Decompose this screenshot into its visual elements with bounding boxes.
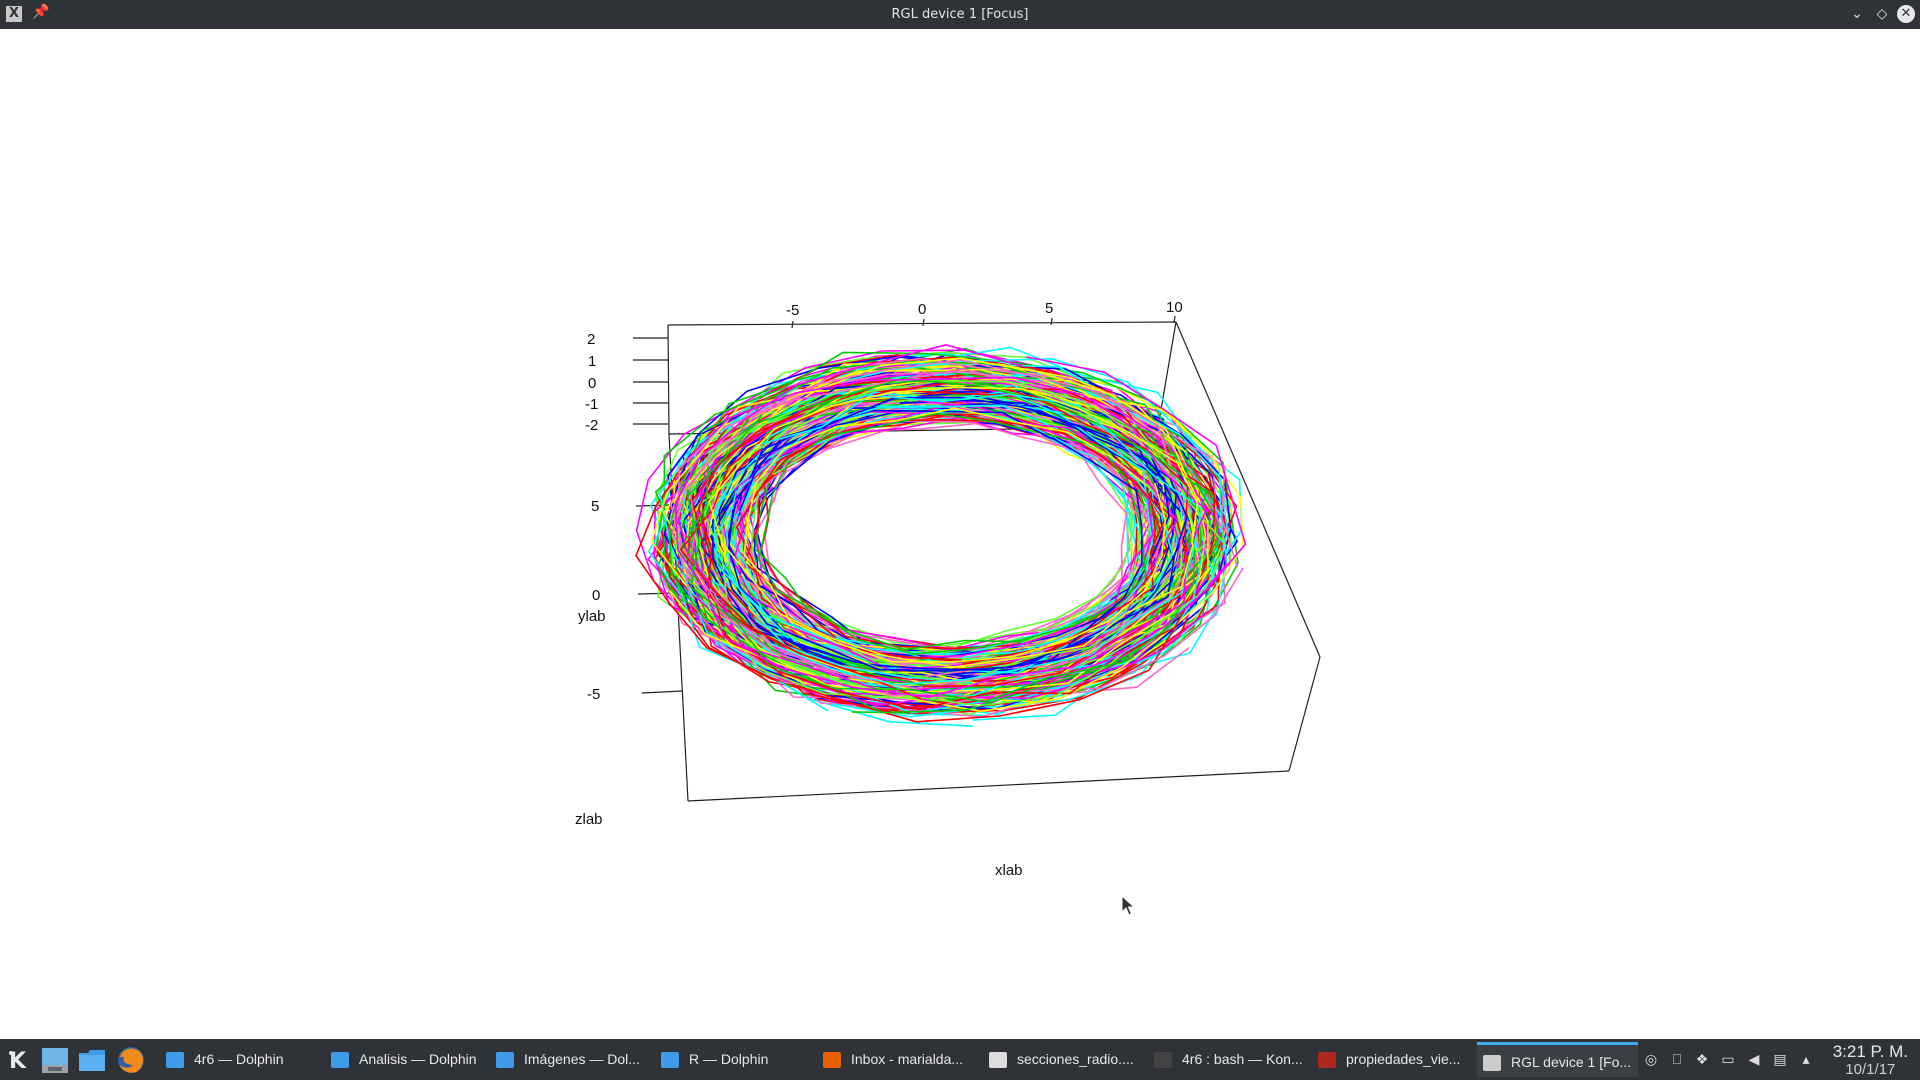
axis-tick bbox=[635, 504, 673, 507]
taskbar-task-label: Inbox - marialda... bbox=[851, 1051, 964, 1067]
box-edge bbox=[667, 324, 670, 435]
z-tick-label: 0 bbox=[588, 375, 597, 392]
line-series bbox=[724, 408, 1144, 657]
y-tick-label: 5 bbox=[591, 498, 600, 515]
clipboard-icon[interactable]: ▤ bbox=[1773, 1051, 1787, 1067]
usb-icon[interactable]: ⎕ bbox=[1672, 1051, 1682, 1067]
taskbar-task[interactable]: 4r6 — Dolphin bbox=[160, 1042, 326, 1077]
document-icon bbox=[989, 1052, 1007, 1069]
3d-plot[interactable] bbox=[0, 29, 1920, 1039]
terminal-icon bbox=[1154, 1052, 1172, 1069]
dropbox-icon[interactable]: ❖ bbox=[1695, 1051, 1709, 1067]
line-series bbox=[757, 412, 1147, 656]
firefox-icon bbox=[823, 1052, 841, 1069]
y-tick-label: -5 bbox=[587, 686, 601, 703]
display-icon[interactable]: ▭ bbox=[1721, 1051, 1735, 1067]
y-tick-label: 0 bbox=[592, 587, 601, 604]
taskbar-task-label: Imágenes — Dol... bbox=[524, 1051, 640, 1067]
box-edge bbox=[687, 770, 1290, 802]
axis-tick bbox=[922, 318, 925, 327]
x-tick-label: 10 bbox=[1166, 299, 1183, 316]
y-axis-title: ylab bbox=[578, 608, 606, 625]
x-tick-label: 5 bbox=[1045, 300, 1054, 317]
taskbar-task-label: 4r6 : bash — Kon... bbox=[1182, 1051, 1303, 1067]
line-series bbox=[708, 386, 1199, 668]
line-series bbox=[674, 376, 1208, 699]
box-edge bbox=[1288, 656, 1321, 772]
maximize-icon[interactable]: ◇ bbox=[1876, 6, 1888, 22]
folder-icon bbox=[661, 1052, 679, 1069]
line-series bbox=[743, 407, 1167, 663]
window-titlebar[interactable]: X 📌 RGL device 1 [Focus] ⌄ ◇ ✕ bbox=[0, 0, 1920, 29]
taskbar-task[interactable]: Inbox - marialda... bbox=[817, 1042, 983, 1077]
line-series bbox=[665, 362, 1238, 712]
line-series bbox=[683, 367, 1244, 713]
clock-date: 10/1/17 bbox=[1845, 1061, 1896, 1078]
folder-icon bbox=[331, 1052, 349, 1069]
pin-icon[interactable]: 📌 bbox=[32, 4, 50, 20]
x-tick-label: 0 bbox=[918, 301, 927, 318]
axis-tick bbox=[1050, 317, 1053, 326]
file-manager-icon[interactable] bbox=[77, 1045, 107, 1075]
line-series bbox=[710, 403, 1177, 678]
line-series bbox=[725, 404, 1203, 697]
taskbar-task[interactable]: 4r6 : bash — Kon... bbox=[1148, 1042, 1314, 1077]
taskbar-task[interactable]: RGL device 1 [Fo... bbox=[1477, 1042, 1638, 1077]
taskbar-task-label: 4r6 — Dolphin bbox=[194, 1051, 284, 1067]
taskbar-task-label: RGL device 1 [Fo... bbox=[1511, 1054, 1632, 1070]
taskbar-task-label: R — Dolphin bbox=[689, 1051, 769, 1067]
line-series-group bbox=[635, 343, 1247, 727]
x-axis-title: xlab bbox=[995, 862, 1023, 879]
arrow-up-icon[interactable]: ▴ bbox=[1802, 1051, 1810, 1067]
z-tick-label: -1 bbox=[585, 396, 599, 413]
taskbar-task[interactable]: secciones_radio.... bbox=[983, 1042, 1149, 1077]
z-axis-title: zlab bbox=[575, 811, 603, 828]
taskbar-task[interactable]: propiedades_vie... bbox=[1312, 1042, 1478, 1077]
minimize-icon[interactable]: ⌄ bbox=[1851, 6, 1863, 22]
clock-time: 3:21 P. M. bbox=[1832, 1042, 1908, 1061]
axis-tick bbox=[641, 690, 683, 694]
z-tick-label: 1 bbox=[588, 353, 597, 370]
z-tick-label: -2 bbox=[585, 417, 599, 434]
x-tick-label: -5 bbox=[786, 302, 800, 319]
x11-icon bbox=[1483, 1055, 1501, 1072]
line-series bbox=[669, 371, 1244, 706]
firefox-icon[interactable] bbox=[116, 1045, 146, 1075]
clock[interactable]: 3:21 P. M. 10/1/17 bbox=[1833, 1042, 1908, 1078]
rgl-canvas[interactable]: -5 0 5 10 2 1 0 -1 -2 5 0 -5 ylab zlab x… bbox=[0, 29, 1920, 1039]
line-series bbox=[713, 393, 1203, 686]
svg-text:K: K bbox=[9, 1049, 27, 1074]
axis-ticks bbox=[633, 315, 1176, 694]
desktop-icon[interactable] bbox=[40, 1045, 70, 1075]
taskbar-task-label: secciones_radio.... bbox=[1017, 1051, 1134, 1067]
folder-icon bbox=[496, 1052, 514, 1069]
taskbar-task[interactable]: Imágenes — Dol... bbox=[490, 1042, 656, 1077]
folder-icon bbox=[166, 1052, 184, 1069]
axis-tick bbox=[791, 320, 794, 329]
volume-icon[interactable]: ◀ bbox=[1748, 1051, 1760, 1067]
line-series bbox=[727, 396, 1188, 672]
x11-icon[interactable]: X bbox=[6, 6, 22, 22]
line-series bbox=[732, 399, 1154, 660]
taskbar: K 4r6 — Dolphin Analisis — Dolphin Imágene… bbox=[0, 1039, 1920, 1080]
mouse-cursor-icon bbox=[1121, 895, 1135, 916]
pdf-icon bbox=[1318, 1052, 1336, 1069]
line-series bbox=[711, 390, 1154, 664]
window-title: RGL device 1 [Focus] bbox=[891, 7, 1029, 22]
kde-icon[interactable]: K bbox=[4, 1045, 34, 1075]
axis-tick bbox=[1173, 315, 1176, 324]
network-icon[interactable]: ◎ bbox=[1644, 1051, 1658, 1067]
taskbar-task-label: propiedades_vie... bbox=[1346, 1051, 1461, 1067]
close-icon[interactable]: ✕ bbox=[1897, 5, 1915, 23]
line-series bbox=[691, 376, 1216, 711]
taskbar-task[interactable]: R — Dolphin bbox=[655, 1042, 821, 1077]
box-edge bbox=[1175, 321, 1321, 658]
taskbar-task-label: Analisis — Dolphin bbox=[359, 1051, 477, 1067]
taskbar-task[interactable]: Analisis — Dolphin bbox=[325, 1042, 491, 1077]
box-edge bbox=[667, 321, 1177, 326]
z-tick-label: 2 bbox=[587, 331, 596, 348]
